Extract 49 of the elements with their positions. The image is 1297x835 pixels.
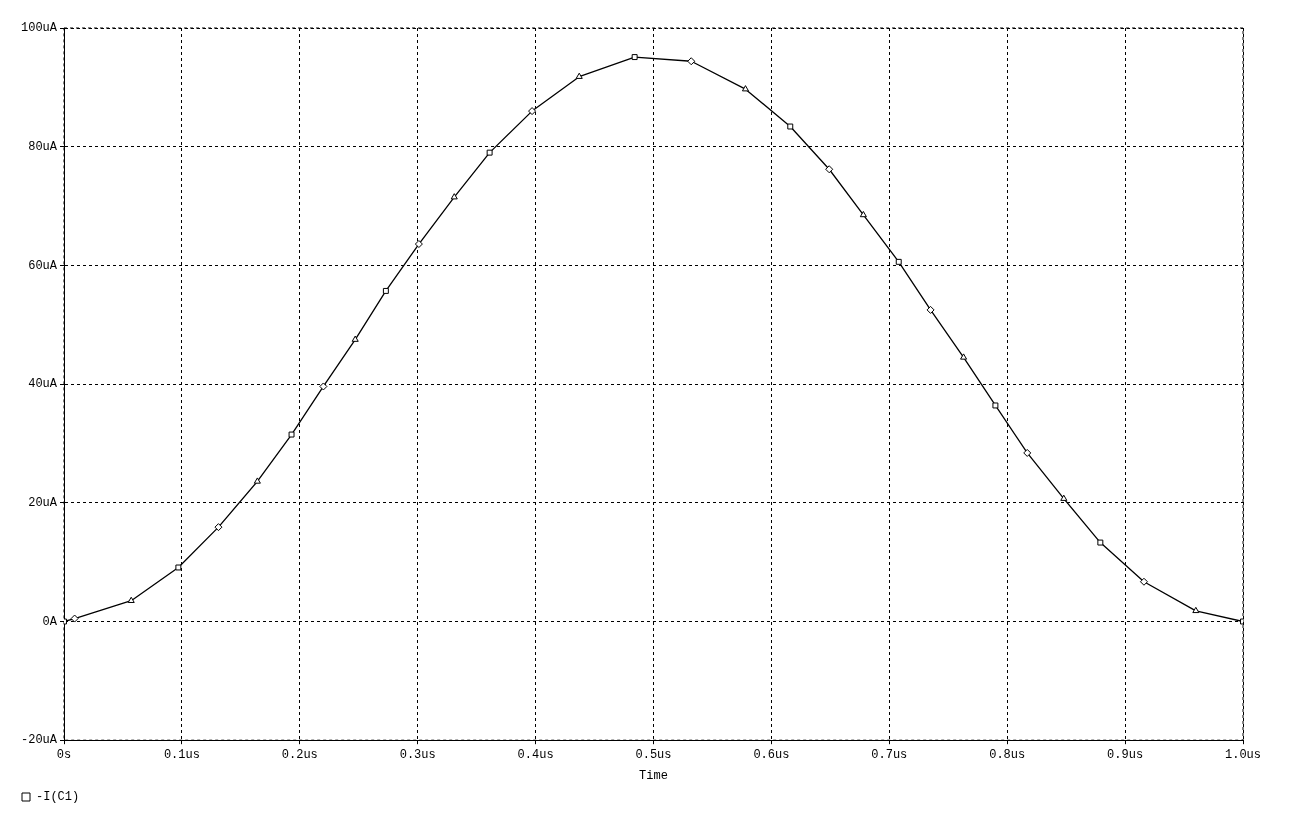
point: [687, 57, 696, 66]
y-tick-label: 60uA: [28, 258, 58, 273]
point: [1060, 494, 1068, 501]
x-tick-label: 0.7us: [871, 747, 908, 762]
x-tick-label: 0.4us: [517, 747, 554, 762]
x-tick-label: 0.5us: [635, 747, 672, 762]
point: [127, 596, 135, 603]
point: [992, 402, 999, 409]
point: [486, 149, 493, 156]
x-tick-label: 0.3us: [399, 747, 436, 762]
point: [1023, 448, 1032, 457]
x-tick-label: 0.9us: [1107, 747, 1144, 762]
point: [253, 477, 261, 484]
point: [825, 165, 834, 174]
point: [414, 240, 423, 249]
point: [1097, 539, 1104, 546]
point: [382, 287, 389, 294]
point: [528, 107, 537, 116]
y-tick-label: -20uA: [20, 733, 58, 748]
y-tick-label: 40uA: [28, 377, 58, 392]
point: [1139, 577, 1148, 586]
x-tick-label: 0.6us: [753, 747, 790, 762]
point: [450, 193, 458, 200]
y-tick-label: 0A: [42, 614, 58, 629]
x-tick-label: 0.2us: [281, 747, 318, 762]
x-tick-label: 0s: [56, 747, 72, 762]
point: [631, 54, 638, 61]
point: [319, 382, 328, 391]
point: [960, 353, 968, 360]
legend-label: -I(C1): [36, 790, 80, 805]
point: [175, 564, 182, 571]
x-tick-label: 0.8us: [989, 747, 1026, 762]
point: [859, 210, 867, 218]
point: [895, 258, 902, 265]
point: [351, 335, 359, 342]
x-axis-title: Time: [639, 768, 668, 783]
point: [1192, 606, 1200, 614]
point: [70, 614, 79, 623]
point: [926, 305, 935, 314]
y-tick-label: 20uA: [28, 495, 58, 510]
point: [575, 72, 583, 79]
x-tick-label: 1.0us: [1224, 747, 1262, 762]
point: [787, 123, 794, 130]
point: [741, 85, 749, 92]
point: [288, 431, 295, 438]
x-tick-label: 0.1us: [163, 747, 200, 762]
y-tick-label: 100uA: [20, 21, 58, 36]
point: [214, 523, 223, 532]
y-tick-label: 80uA: [28, 139, 58, 154]
